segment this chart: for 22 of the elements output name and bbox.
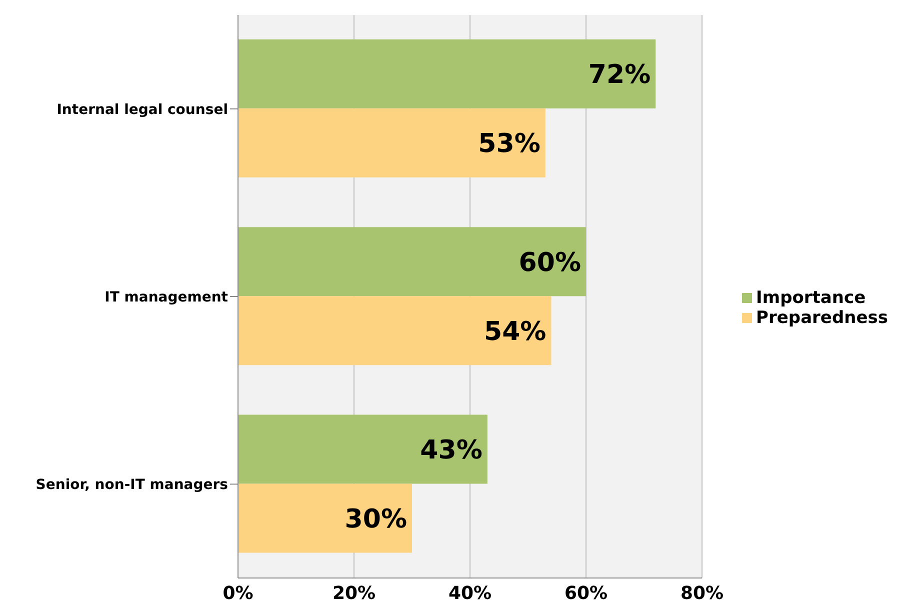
data-label: 43% bbox=[420, 435, 482, 466]
data-label: 53% bbox=[478, 129, 540, 160]
legend-label: Importance bbox=[756, 288, 866, 308]
y-tick-label: IT management bbox=[104, 289, 228, 306]
y-tick-label: Senior, non-IT managers bbox=[36, 477, 228, 494]
x-tick-label: 80% bbox=[680, 582, 724, 604]
bar bbox=[238, 227, 586, 296]
data-label: 30% bbox=[344, 504, 408, 534]
y-tick-label: Internal legal counsel bbox=[56, 102, 228, 118]
bar bbox=[238, 296, 552, 366]
data-label: 72% bbox=[588, 60, 651, 90]
bar bbox=[238, 108, 546, 178]
x-tick-label: 20% bbox=[332, 582, 376, 604]
x-tick-label: 0% bbox=[222, 582, 254, 604]
x-tick-label: 40% bbox=[448, 582, 492, 604]
bar bbox=[238, 414, 488, 484]
bar bbox=[238, 484, 412, 553]
data-label: 54% bbox=[484, 316, 546, 347]
legend-label: Preparedness bbox=[756, 308, 888, 328]
x-tick-label: 60% bbox=[564, 582, 608, 604]
data-label: 60% bbox=[518, 248, 582, 278]
bar bbox=[238, 39, 656, 108]
